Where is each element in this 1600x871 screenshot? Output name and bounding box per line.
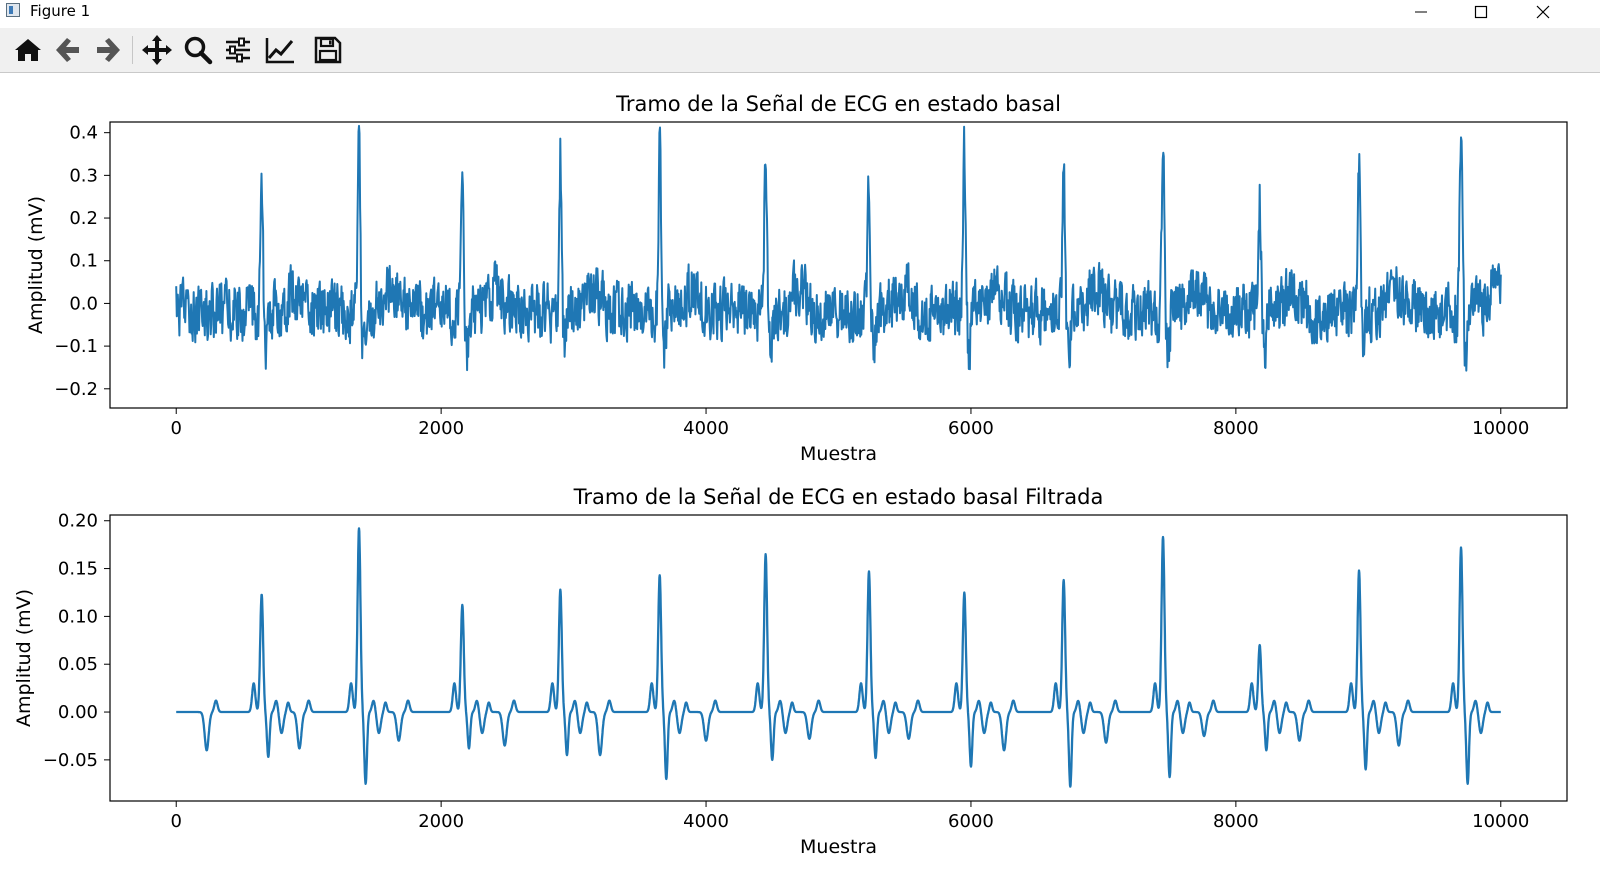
x-tick-label: 0	[171, 811, 182, 832]
x-tick-label: 6000	[948, 811, 994, 832]
y-tick-label: 0.20	[58, 511, 98, 532]
x-axis-label: Muestra	[800, 836, 877, 858]
x-tick-label: 2000	[418, 418, 464, 439]
axes-frame	[109, 121, 1568, 409]
forward-button[interactable]	[90, 33, 126, 67]
y-axis-label: Amplitud (mV)	[25, 196, 47, 334]
y-tick-label: 0.1	[69, 251, 98, 272]
y-tick-label: −0.2	[54, 379, 98, 400]
home-icon	[15, 39, 41, 61]
y-tick-label: 0.2	[69, 208, 98, 229]
window-titlebar: Figure 1	[0, 0, 1600, 24]
minimize-button[interactable]	[1398, 0, 1444, 24]
y-tick-label: 0.0	[69, 293, 98, 314]
x-tick-label: 4000	[683, 418, 729, 439]
y-tick-label: 0.10	[58, 606, 98, 627]
home-button[interactable]	[10, 33, 46, 67]
maximize-button[interactable]	[1458, 0, 1504, 24]
figure-canvas[interactable]: Tramo de la Señal de ECG en estado basal…	[0, 73, 1600, 871]
y-axis-label: Amplitud (mV)	[13, 589, 35, 727]
zoom-button[interactable]	[180, 33, 216, 67]
x-tick-label: 6000	[948, 418, 994, 439]
x-tick-label: 4000	[683, 811, 729, 832]
x-tick-label: 0	[171, 418, 182, 439]
window-title: Figure 1	[30, 2, 91, 20]
axes-frame	[109, 514, 1568, 802]
save-icon	[314, 36, 342, 64]
x-tick-label: 10000	[1472, 811, 1529, 832]
close-button[interactable]	[1520, 0, 1566, 24]
y-tick-label: 0.05	[58, 654, 98, 675]
chart-title: Tramo de la Señal de ECG en estado basal…	[573, 485, 1104, 509]
y-tick-label: −0.05	[43, 750, 98, 771]
y-tick-label: 0.15	[58, 559, 98, 580]
x-tick-label: 2000	[418, 811, 464, 832]
pan-icon	[142, 35, 172, 65]
pan-button[interactable]	[139, 33, 175, 67]
maximize-icon	[1474, 5, 1488, 19]
x-tick-label: 10000	[1472, 418, 1529, 439]
ecg-series-line	[175, 527, 1502, 788]
edit-axis-icon	[265, 38, 294, 64]
y-tick-label: 0.00	[58, 702, 98, 723]
ecg-series-line	[175, 124, 1502, 372]
edit-axis-button[interactable]	[262, 33, 298, 67]
x-axis-label: Muestra	[800, 443, 877, 465]
y-tick-label: −0.1	[54, 336, 98, 357]
minimize-icon	[1415, 11, 1427, 13]
x-tick-label: 8000	[1213, 418, 1259, 439]
chart-title: Tramo de la Señal de ECG en estado basal	[615, 92, 1061, 116]
y-tick-label: 0.3	[69, 165, 98, 186]
save-button[interactable]	[310, 33, 346, 67]
navigation-toolbar	[0, 28, 1600, 73]
configure-subplots-button[interactable]	[220, 33, 256, 67]
back-icon	[56, 38, 79, 62]
app-icon	[6, 3, 20, 17]
back-button[interactable]	[50, 33, 86, 67]
y-tick-label: 0.4	[69, 123, 98, 144]
forward-icon	[97, 38, 120, 62]
zoom-icon	[184, 36, 213, 65]
configure-subplots-icon	[226, 37, 250, 63]
toolbar-separator	[132, 36, 133, 64]
x-tick-label: 8000	[1213, 811, 1259, 832]
close-icon	[1536, 5, 1550, 19]
